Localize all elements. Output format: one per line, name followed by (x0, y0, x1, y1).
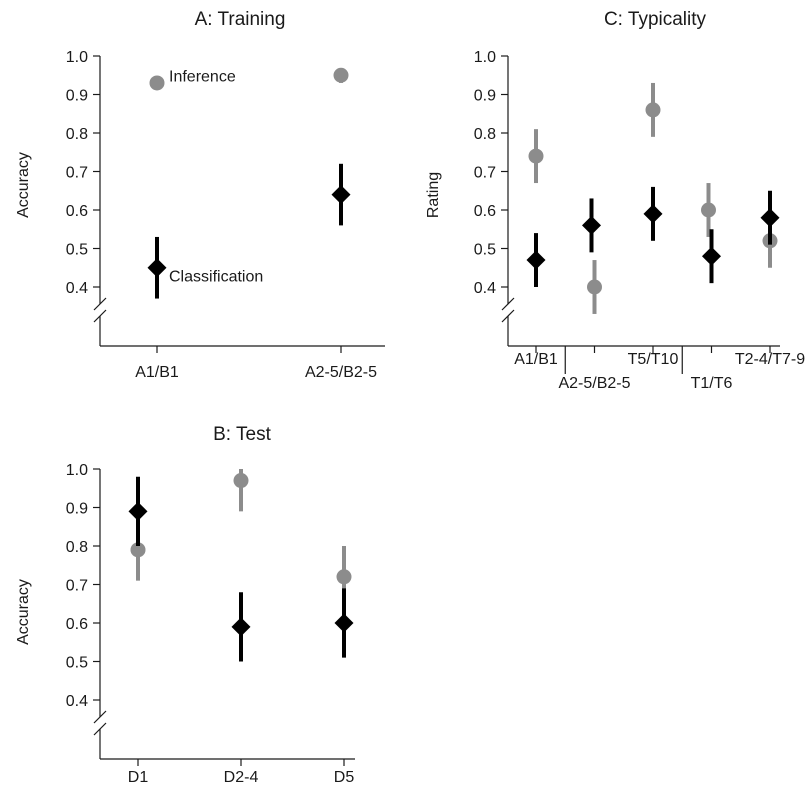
y-axis-label: Rating (425, 172, 442, 218)
inference-point (645, 102, 661, 118)
chart-title: B: Test (213, 424, 271, 445)
classification-point (128, 501, 148, 521)
inference-point (336, 569, 352, 585)
inference-point (528, 148, 544, 164)
chart-title: C: Typicality (604, 9, 707, 30)
y-tick-label: 0.9 (474, 88, 496, 105)
axis-break-mark (501, 297, 515, 311)
panel-training: A: Training Accuracy 0.4 0.5 0.6 0.7 0.8 0.9 1.0… (15, 9, 385, 381)
y-tick-label: 0.4 (474, 280, 496, 297)
y-tick-label: 0.8 (66, 126, 88, 143)
x-tick-label: A2-5/B2-5 (558, 375, 630, 392)
chart-title: A: Training (195, 9, 286, 30)
x-tick-label: T2-4/T7-9 (735, 351, 805, 368)
classification-point (702, 246, 721, 266)
classification-point (526, 250, 546, 270)
x-tick-label: T1/T6 (691, 375, 733, 392)
annotation-label: Inference (169, 68, 236, 85)
inference-point (130, 542, 146, 558)
y-tick-label: 0.4 (66, 280, 88, 297)
inference-point (333, 67, 349, 83)
y-tick-label: 0.7 (474, 165, 496, 182)
y-tick-label: 0.7 (66, 578, 88, 595)
x-tick-label: D5 (334, 769, 355, 786)
classification-point (582, 215, 601, 235)
y-tick-label: 1.0 (66, 462, 88, 479)
y-tick-label: 0.4 (66, 693, 88, 710)
x-tick-label: A1/B1 (514, 351, 558, 368)
classification-point (643, 204, 663, 224)
x-tick-label: A1/B1 (135, 364, 179, 381)
y-tick-label: 0.7 (66, 165, 88, 182)
y-tick-label: 0.5 (66, 242, 88, 259)
y-tick-label: 0.5 (474, 242, 496, 259)
classification-point (231, 617, 251, 637)
x-tick-label: D1 (128, 769, 149, 786)
x-tick-label: A2-5/B2-5 (305, 364, 377, 381)
classification-point (147, 258, 167, 278)
axis-break-mark (93, 297, 107, 311)
classification-point (760, 208, 780, 228)
inference-point (149, 75, 165, 91)
inference-point (233, 473, 249, 489)
axis-break-mark (93, 722, 107, 736)
y-tick-label: 0.6 (66, 616, 88, 633)
y-tick-label: 0.8 (66, 539, 88, 556)
y-tick-label: 0.9 (66, 501, 88, 518)
y-tick-label: 0.6 (474, 203, 496, 220)
y-tick-label: 0.9 (66, 88, 88, 105)
inference-point (587, 279, 602, 295)
inference-point (701, 202, 716, 218)
classification-point (331, 185, 351, 205)
y-tick-label: 0.6 (66, 203, 88, 220)
axis-break-mark (501, 309, 515, 323)
y-tick-label: 1.0 (66, 49, 88, 66)
y-tick-label: 0.5 (66, 655, 88, 672)
x-tick-label: T5/T10 (628, 351, 679, 368)
y-axis-label: Accuracy (15, 152, 32, 218)
y-axis-label: Accuracy (15, 579, 32, 645)
y-tick-label: 0.8 (474, 126, 496, 143)
y-tick-label: 1.0 (474, 49, 496, 66)
axis-break-mark (93, 309, 107, 323)
axis-break-mark (93, 710, 107, 724)
panel-test: B: Test Accuracy 0.4 0.5 0.6 0.7 0.8 0.9 1.0 D1 D2… (15, 424, 355, 786)
panel-typicality: C: Typicality Rating 0.4 0.5 0.6 0.7 0.8 0.9 1.0… (425, 9, 805, 392)
classification-point (334, 613, 354, 633)
x-tick-label: D2-4 (224, 769, 259, 786)
annotation-label: Classification (169, 268, 263, 285)
